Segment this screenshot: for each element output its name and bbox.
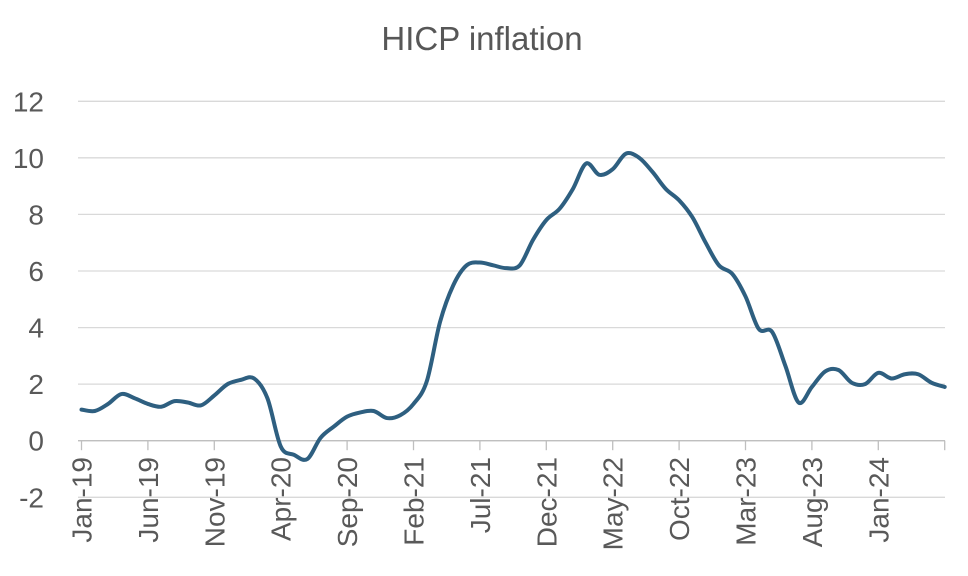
x-axis-tick-label: Jan-24 <box>863 457 894 543</box>
x-axis-tick-label: Dec-21 <box>531 457 562 547</box>
y-axis-tick-labels: 12 10 8 6 4 2 0 -2 <box>13 86 44 513</box>
x-axis-tick-label: May-22 <box>598 457 629 550</box>
x-axis-tick-labels: Jan-19 Jun-19 Nov-19 Apr-20 Sep-20 Feb-21 Jul-… <box>67 457 895 550</box>
y-axis-tick-label: -2 <box>19 482 44 513</box>
x-axis-tick-label: Jun-19 <box>133 457 164 543</box>
x-axis-tick-label: Jan-19 <box>67 457 98 543</box>
y-axis-tick-label: 6 <box>28 256 44 287</box>
x-axis-tick-label: Jul-21 <box>465 457 496 533</box>
x-axis-tick-label: Oct-22 <box>664 457 695 541</box>
x-axis-tick-label: Feb-21 <box>399 457 430 546</box>
hicp-line-series <box>79 151 947 462</box>
y-axis-tick-label: 4 <box>28 313 44 344</box>
y-axis-tick-label: 2 <box>28 369 44 400</box>
x-axis-tick-label: Nov-19 <box>199 457 230 547</box>
x-axis-tick-label: Sep-20 <box>332 457 363 547</box>
y-axis-tick-label: 10 <box>13 143 44 174</box>
x-axis-tick-label: Mar-23 <box>731 457 762 546</box>
y-axis-tick-label: 8 <box>28 199 44 230</box>
y-axis-tick-label: 12 <box>13 86 44 117</box>
x-axis-tick-label: Aug-23 <box>797 457 828 547</box>
x-axis <box>78 440 946 451</box>
gridlines <box>78 100 945 498</box>
chart-title: HICP inflation <box>381 20 582 57</box>
x-axis-tick-label: Apr-20 <box>266 457 297 541</box>
y-axis-tick-label: 0 <box>28 426 44 457</box>
